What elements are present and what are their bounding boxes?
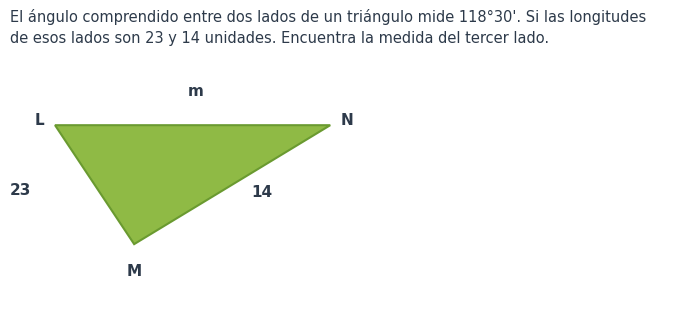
Text: m: m: [188, 84, 204, 99]
Text: M: M: [127, 264, 142, 280]
Text: N: N: [341, 113, 354, 128]
Text: El ángulo comprendido entre dos lados de un triángulo mide 118°30'. Si las longi: El ángulo comprendido entre dos lados de…: [10, 9, 647, 46]
Text: 23: 23: [10, 183, 31, 198]
Polygon shape: [55, 125, 330, 244]
Text: 14: 14: [251, 185, 272, 200]
Text: L: L: [35, 113, 45, 128]
